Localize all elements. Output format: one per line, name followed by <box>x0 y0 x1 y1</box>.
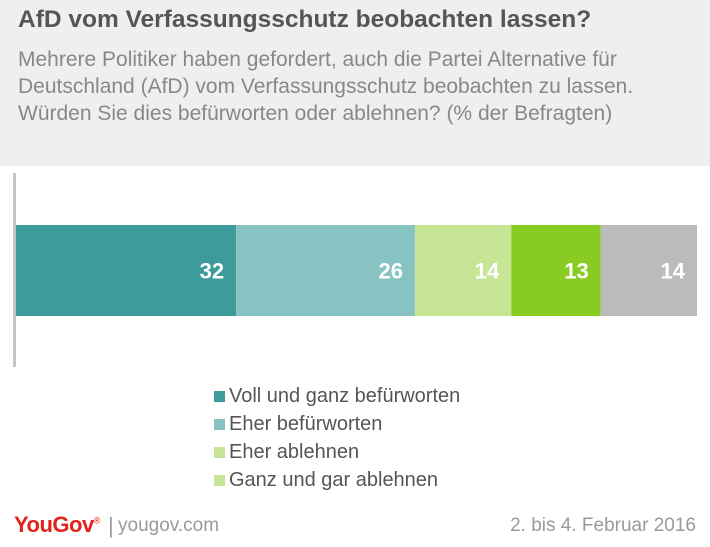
legend-swatch <box>214 418 225 430</box>
survey-date: 2. bis 4. Februar 2016 <box>510 515 696 536</box>
legend-label: Eher befürworten <box>229 412 383 435</box>
legend-swatch <box>214 474 225 486</box>
bar-segment-3 <box>414 225 512 316</box>
legend-swatch <box>214 446 225 458</box>
category-axis-line <box>13 173 16 367</box>
legend-item: Eher ablehnen <box>214 438 460 466</box>
chart-title: AfD vom Verfassungsschutz beobachten las… <box>18 6 592 33</box>
legend-label: Ganz und gar ablehnen <box>229 468 439 491</box>
chart-legend: Voll und ganz befürworten Eher befürwort… <box>214 382 460 494</box>
bar-value-label: 32 <box>200 259 224 284</box>
site-link: yougov.com <box>118 515 220 536</box>
bar-value-label: 14 <box>661 259 686 284</box>
bar-segment-2 <box>236 225 415 316</box>
bar-value-label: 13 <box>564 259 588 284</box>
bar-segment-1 <box>16 225 237 316</box>
yougov-logo: YouGov® <box>14 512 100 538</box>
bar-segment-4 <box>511 225 601 316</box>
legend-label: Voll und ganz befürworten <box>229 384 461 407</box>
legend-item: Eher befürworten <box>214 410 460 438</box>
legend-swatch <box>214 390 225 402</box>
bar-value-label: 14 <box>475 259 500 284</box>
logo-text: YouGov <box>14 512 94 537</box>
chart-subtitle: Mehrere Politiker haben gefordert, auch … <box>18 48 634 125</box>
chart-header: AfD vom Verfassungsschutz beobachten las… <box>0 0 710 166</box>
legend-item: Ganz und gar ablehnen <box>214 466 460 494</box>
bar-segment-5 <box>600 225 697 316</box>
footer-separator: | <box>108 513 114 538</box>
bar-value-label: 26 <box>378 259 402 284</box>
legend-label: Eher ablehnen <box>229 440 360 463</box>
legend-item: Voll und ganz befürworten <box>214 382 460 410</box>
registered-mark: ® <box>93 515 101 526</box>
